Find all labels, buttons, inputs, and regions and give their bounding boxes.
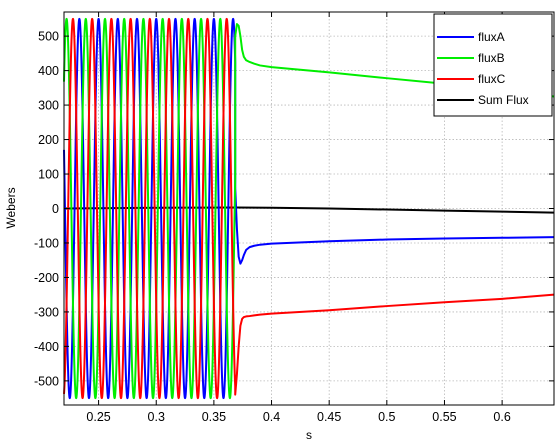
y-tick-label: -500 xyxy=(34,374,59,388)
axis-ticks: 0.25 0.3 0.35 0.4 0.45 0.5 0.55 0.6 -500 -400 -300… xyxy=(34,12,554,424)
legend-label-fluxC: fluxC xyxy=(478,72,506,86)
series-line-fluxa xyxy=(63,17,555,400)
y-tick-label: -100 xyxy=(34,236,59,250)
x-tick-label: 0.35 xyxy=(202,410,226,424)
legend-label-fluxA: fluxA xyxy=(478,30,505,44)
x-tick-label: 0.6 xyxy=(493,410,510,424)
legend-label-sum-flux: Sum Flux xyxy=(478,93,529,107)
x-tick-label: 0.5 xyxy=(378,410,395,424)
x-tick-label: 0.3 xyxy=(148,410,165,424)
x-tick-label: 0.4 xyxy=(263,410,280,424)
y-tick-label: -300 xyxy=(34,305,59,319)
series-line-fluxb xyxy=(63,17,555,400)
legend: fluxA fluxB fluxC Sum Flux xyxy=(433,13,553,117)
y-tick-label: 200 xyxy=(38,133,59,147)
y-tick-label: 100 xyxy=(38,168,59,182)
series-line-fluxc xyxy=(63,17,555,400)
x-tick-label: 0.45 xyxy=(317,410,341,424)
y-tick-label: -200 xyxy=(34,271,59,285)
y-tick-label: 0 xyxy=(52,202,59,216)
x-tick-label: 0.55 xyxy=(432,410,456,424)
x-tick-label: 0.25 xyxy=(86,410,110,424)
y-tick-label: 300 xyxy=(38,99,59,113)
y-tick-label: -400 xyxy=(34,340,59,354)
legend-label-fluxB: fluxB xyxy=(478,51,505,65)
y-tick-label: 400 xyxy=(38,64,59,78)
plot-area xyxy=(63,17,555,400)
x-axis-label: s xyxy=(306,428,312,442)
y-tick-label: 500 xyxy=(38,30,59,44)
y-axis-label: Webers xyxy=(4,187,18,228)
